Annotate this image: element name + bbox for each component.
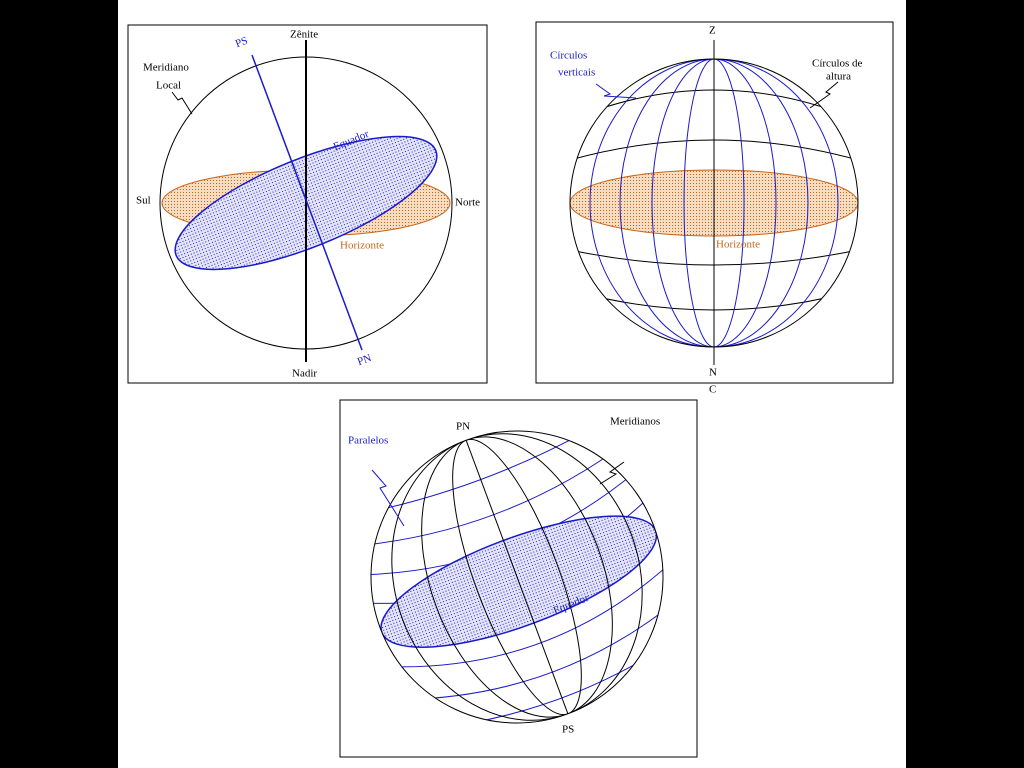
label: Círculos xyxy=(550,50,587,62)
label: altura xyxy=(826,71,851,83)
arrows xyxy=(371,461,625,527)
label: PN xyxy=(456,421,470,433)
label: Sul xyxy=(136,195,151,207)
panel-horizon xyxy=(127,24,488,384)
globe xyxy=(335,413,696,732)
panel-globe xyxy=(339,399,698,758)
label: C xyxy=(709,384,716,396)
label: Meridiano xyxy=(143,62,189,74)
label: Zênite xyxy=(290,29,318,41)
label: verticais xyxy=(558,67,595,79)
label: PS xyxy=(562,724,574,736)
label: Horizonte xyxy=(716,239,760,251)
label: Meridianos xyxy=(610,416,660,428)
label: N xyxy=(709,367,717,379)
label: Local xyxy=(156,80,181,92)
label: Horizonte xyxy=(340,240,384,252)
label: Z xyxy=(709,25,716,37)
slide xyxy=(118,0,906,768)
label: Nadir xyxy=(292,368,317,380)
label: PN xyxy=(356,352,373,368)
label: Círculos de xyxy=(812,58,863,70)
label: PS xyxy=(234,35,250,50)
panel-vertical xyxy=(535,21,894,384)
label: Norte xyxy=(455,197,480,209)
label: Paralelos xyxy=(348,435,388,447)
